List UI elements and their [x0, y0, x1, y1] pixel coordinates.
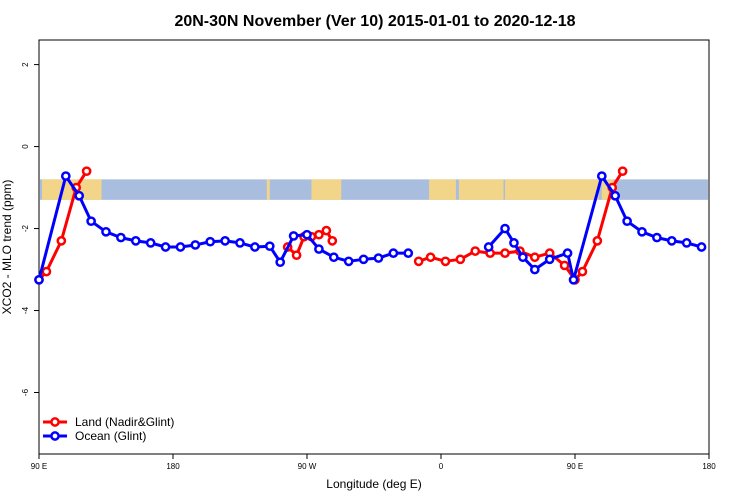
legend-marker	[50, 431, 60, 441]
data-point	[637, 226, 647, 237]
data-point	[34, 274, 44, 285]
map-land	[505, 179, 599, 200]
data-point	[596, 171, 607, 181]
map-land	[266, 179, 270, 200]
data-point	[500, 248, 510, 258]
data-point	[440, 256, 451, 267]
data-point	[518, 252, 528, 263]
map-strip	[40, 179, 708, 200]
series-land	[34, 166, 628, 285]
legend: Land (Nadir&Glint)Ocean (Glint)	[43, 415, 174, 443]
data-point	[483, 242, 494, 252]
data-point	[288, 231, 299, 241]
data-point	[160, 242, 171, 252]
y-axis-label: XCO2 - MLO trend (ppm)	[0, 180, 14, 315]
data-point	[358, 254, 369, 265]
data-point	[622, 216, 632, 227]
data-point	[509, 238, 519, 248]
data-point	[205, 236, 216, 247]
data-point	[235, 238, 245, 248]
data-point	[60, 171, 71, 181]
x-axis-label: Longitude (deg E)	[326, 477, 421, 491]
data-point	[568, 274, 579, 285]
data-point	[388, 248, 399, 258]
data-point	[610, 190, 621, 201]
data-point	[529, 252, 540, 263]
data-point	[328, 252, 339, 263]
data-point	[321, 225, 332, 236]
x-tick-label: 180	[166, 462, 180, 471]
data-point	[455, 254, 466, 265]
y-tick-label: 2	[21, 62, 30, 67]
data-point	[291, 250, 302, 261]
y-tick-label: -2	[21, 224, 30, 232]
data-point	[500, 223, 510, 234]
data-point	[314, 229, 324, 240]
y-tick-label: -6	[21, 388, 30, 396]
data-point	[544, 254, 555, 265]
map-land	[41, 179, 102, 200]
data-point	[250, 242, 260, 252]
data-point	[175, 242, 186, 252]
legend-marker	[50, 417, 60, 427]
data-point	[275, 257, 286, 268]
data-point	[425, 252, 436, 263]
data-point	[327, 236, 338, 246]
map-land	[311, 179, 342, 200]
data-point	[373, 253, 384, 263]
legend-label: Land (Nadir&Glint)	[75, 415, 174, 429]
data-point	[302, 229, 312, 240]
x-axis: 90 E 180 90 W 0 90 E 180	[31, 454, 716, 471]
data-point	[666, 236, 677, 246]
legend-label: Ocean (Glint)	[75, 429, 146, 443]
x-tick-label: 90 E	[567, 462, 583, 471]
data-point	[652, 232, 662, 243]
data-point	[74, 190, 85, 201]
data-point	[145, 238, 156, 248]
data-point	[617, 166, 628, 177]
data-point	[529, 264, 540, 275]
plot-frame	[38, 39, 710, 455]
data-point	[81, 166, 92, 177]
data-point	[220, 236, 230, 246]
data-point	[56, 236, 67, 246]
data-point	[264, 241, 275, 252]
x-tick-label: 90 W	[298, 462, 317, 471]
chart-title: 20N-30N November (Ver 10) 2015-01-01 to …	[174, 13, 575, 30]
data-point	[559, 260, 570, 271]
x-tick-label: 180	[702, 462, 716, 471]
data-point	[577, 266, 588, 277]
data-point	[86, 216, 96, 227]
map-land	[601, 179, 614, 200]
data-point	[101, 226, 111, 237]
data-point	[413, 256, 424, 267]
data-point	[562, 248, 573, 258]
data-point	[696, 242, 707, 252]
series-ocean	[34, 171, 707, 285]
y-tick-label: -4	[21, 306, 30, 314]
series-line	[487, 174, 702, 282]
data-point	[681, 238, 692, 248]
y-axis: 2 0 -2 -4 -6	[21, 62, 39, 396]
series-line	[418, 170, 624, 282]
map-land	[429, 179, 456, 200]
map-land	[458, 179, 504, 200]
y-tick-label: 0	[21, 144, 30, 149]
data-point	[116, 232, 126, 243]
x-tick-label: 0	[439, 462, 444, 471]
data-point	[343, 256, 354, 267]
data-point	[403, 248, 414, 258]
x-tick-label: 90 E	[31, 462, 47, 471]
data-point	[41, 266, 52, 277]
series-layer	[34, 166, 707, 285]
data-point	[190, 240, 201, 250]
data-point	[470, 246, 481, 256]
data-point	[130, 236, 141, 246]
data-point	[592, 236, 603, 246]
data-point	[314, 244, 324, 254]
